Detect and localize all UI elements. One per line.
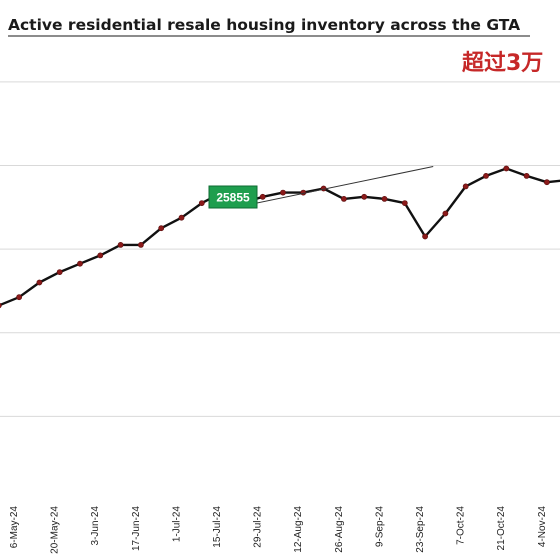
- data-point: [0, 302, 2, 309]
- x-tick-label: 21-Oct-24: [496, 506, 507, 551]
- data-point: [503, 165, 510, 172]
- data-point: [483, 172, 489, 179]
- x-tick-label: 23-Sep-24: [415, 506, 426, 553]
- gridlines: [0, 81, 560, 417]
- data-point: [178, 214, 185, 221]
- data-point: [340, 195, 347, 202]
- x-tick-label: 15-Jul-24: [212, 506, 223, 548]
- data-point: [259, 193, 266, 200]
- x-tick-label: 26-Aug-24: [334, 506, 345, 553]
- data-point: [158, 225, 165, 232]
- data-point: [97, 252, 104, 259]
- data-point: [361, 193, 368, 200]
- data-point: [523, 172, 530, 179]
- series-line: [0, 167, 560, 307]
- data-point-layer: [0, 165, 550, 309]
- data-point: [77, 260, 83, 267]
- x-axis-tick-labels: 6-May-24 20-May-24 3-Jun-24 17-Jun-24 1-Jul-…: [9, 506, 548, 554]
- x-tick-label: 6-May-24: [9, 506, 20, 549]
- annotation-callout: 25855: [208, 165, 434, 209]
- data-point: [137, 241, 144, 248]
- data-point: [422, 233, 428, 240]
- x-tick-label: 1-Jul-24: [171, 506, 182, 543]
- data-point: [442, 210, 449, 217]
- x-tick-label: 7-Oct-24: [456, 506, 467, 545]
- x-tick-label: 20-May-24: [50, 506, 61, 554]
- data-point: [198, 200, 205, 206]
- data-point: [280, 189, 286, 196]
- overlay-annotation-text: 超过3万: [462, 51, 543, 76]
- annotation-box: [208, 185, 258, 209]
- chart-title: Active residential resale housing invent…: [8, 16, 520, 34]
- data-point: [544, 179, 550, 186]
- x-tick-label: 29-Jul-24: [253, 506, 264, 548]
- data-point: [462, 183, 469, 190]
- data-point: [36, 279, 43, 286]
- annotation-label: 25855: [216, 191, 250, 205]
- x-tick-label: 17-Jun-24: [131, 506, 142, 551]
- x-tick-label: 12-Aug-24: [293, 506, 304, 553]
- x-tick-label: 3-Jun-24: [90, 506, 101, 546]
- data-point: [381, 195, 388, 202]
- x-tick-label: 9-Sep-24: [374, 506, 385, 548]
- data-point: [117, 241, 124, 248]
- data-point: [56, 269, 63, 275]
- series-line-layer: [0, 167, 560, 307]
- data-point: [16, 294, 22, 301]
- x-tick-label: 4-Nov-24: [537, 506, 548, 548]
- annotation-leader-line: [232, 165, 434, 209]
- data-point: [401, 200, 408, 206]
